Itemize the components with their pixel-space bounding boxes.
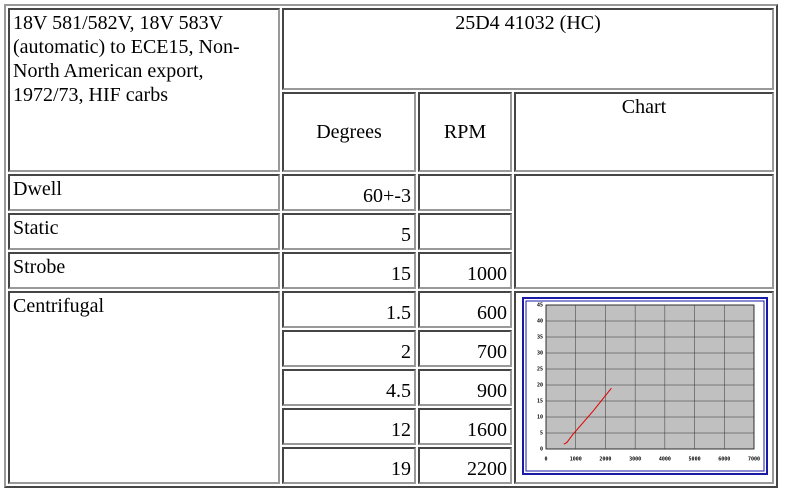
- y-tick-label: 5: [540, 431, 543, 437]
- row-label: Dwell: [8, 174, 280, 211]
- y-tick-label: 40: [537, 319, 543, 325]
- chart-cell: [514, 174, 774, 289]
- rpm-cell: 700: [418, 330, 512, 367]
- column-header: RPM: [418, 92, 512, 172]
- spec-table: 18V 581/582V, 18V 583V (automatic) to EC…: [4, 4, 778, 488]
- y-tick-label: 35: [537, 335, 543, 341]
- degrees-cell: 19: [282, 447, 416, 484]
- row-label: Centrifugal: [8, 291, 280, 484]
- degrees-cell: 4.5: [282, 369, 416, 406]
- y-tick-label: 30: [537, 351, 543, 357]
- x-tick-label: 7000: [748, 457, 760, 463]
- x-tick-label: 3000: [629, 457, 641, 463]
- row-label: Static: [8, 213, 280, 250]
- column-header: Chart: [514, 92, 774, 172]
- y-tick-label: 15: [537, 399, 543, 405]
- x-tick-label: 4000: [659, 457, 671, 463]
- y-tick-label: 0: [540, 447, 543, 453]
- rpm-cell: 2200: [418, 447, 512, 484]
- x-tick-label: 1000: [570, 457, 582, 463]
- rpm-cell: [418, 174, 512, 211]
- column-header: Degrees: [282, 92, 416, 172]
- degrees-cell: 2: [282, 330, 416, 367]
- title-cell: 18V 581/582V, 18V 583V (automatic) to EC…: [8, 8, 280, 172]
- chart-cell: 0 5 10 15 20 25 30 35 40 45 0 1000 2000 3000 4000 5000 6…: [514, 291, 774, 484]
- degrees-cell: 5: [282, 213, 416, 250]
- chart: 0 5 10 15 20 25 30 35 40 45 0 1000 2000 3000 4000 5000 6…: [522, 297, 768, 475]
- rpm-cell: 1000: [418, 252, 512, 289]
- y-tick-label: 45: [537, 303, 543, 309]
- code-cell: 25D4 41032 (HC): [282, 8, 774, 90]
- x-tick-label: 0: [544, 457, 547, 463]
- rpm-cell: [418, 213, 512, 250]
- y-tick-label: 10: [537, 415, 543, 421]
- degrees-cell: 15: [282, 252, 416, 289]
- x-tick-label: 2000: [599, 457, 611, 463]
- plot-area: [545, 304, 755, 450]
- x-tick-label: 6000: [718, 457, 730, 463]
- degrees-cell: 1.5: [282, 291, 416, 328]
- x-tick-label: 5000: [689, 457, 701, 463]
- data-line: [563, 387, 612, 445]
- degrees-cell: 12: [282, 408, 416, 445]
- chart-frame: [525, 300, 765, 472]
- rpm-cell: 900: [418, 369, 512, 406]
- rpm-cell: 1600: [418, 408, 512, 445]
- degrees-cell: 60+-3: [282, 174, 416, 211]
- y-tick-label: 20: [537, 383, 543, 389]
- row-label: Strobe: [8, 252, 280, 289]
- rpm-cell: 600: [418, 291, 512, 328]
- y-tick-label: 25: [537, 367, 543, 373]
